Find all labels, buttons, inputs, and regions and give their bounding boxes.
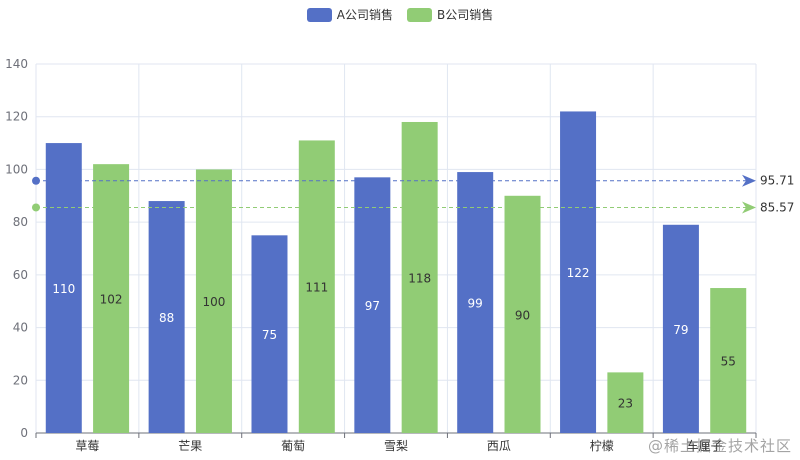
x-tick-label: 西瓜	[487, 439, 511, 453]
bar-value-label: 110	[52, 282, 75, 296]
y-tick-label: 0	[20, 426, 28, 440]
x-tick-label: 芒果	[178, 438, 202, 453]
average-line-label: 85.57	[760, 200, 794, 214]
watermark: @稀土掘金技术社区	[647, 437, 792, 455]
legend-swatch-series-a	[306, 7, 332, 22]
bar-series-b	[298, 140, 335, 433]
average-line-arrow	[742, 201, 756, 214]
legend-label-series-b: B公司销售	[436, 8, 494, 22]
bar-value-label: 118	[408, 271, 431, 285]
y-tick-label: 60	[13, 268, 28, 282]
x-tick-label: 车厘子	[687, 438, 723, 453]
bar-series-a	[560, 111, 597, 433]
bar-series-a	[148, 201, 185, 433]
bar-value-label: 79	[673, 323, 688, 337]
bar-series-a	[662, 224, 699, 433]
legend-item-series-b[interactable]: B公司销售	[406, 6, 494, 23]
average-line-start-dot	[32, 176, 40, 185]
chart-legend: A公司销售 B公司销售	[0, 6, 800, 23]
bar-series-b	[504, 195, 541, 433]
legend-item-series-a[interactable]: A公司销售	[306, 6, 393, 23]
bar-value-label: 102	[100, 293, 123, 307]
bar-series-b	[401, 121, 438, 433]
x-tick-label: 雪梨	[384, 439, 408, 453]
bar-value-label: 100	[202, 295, 225, 309]
average-line-label: 95.71	[760, 174, 794, 188]
bar-series-a	[457, 172, 494, 434]
y-tick-label: 40	[13, 321, 28, 335]
y-tick-label: 120	[5, 110, 28, 124]
average-line-arrow	[742, 174, 756, 187]
y-tick-label: 20	[13, 373, 28, 387]
bar-value-label: 97	[365, 299, 380, 313]
x-tick-label: 葡萄	[281, 439, 305, 453]
bar-series-a	[45, 143, 82, 434]
y-tick-label: 80	[13, 215, 28, 229]
bar-series-b	[195, 169, 232, 433]
x-tick-label: 草莓	[75, 439, 99, 453]
x-tick-label: 柠檬	[590, 438, 614, 453]
bar-value-label: 88	[159, 311, 174, 325]
bar-series-a	[354, 177, 391, 433]
bar-series-b	[710, 288, 747, 433]
average-line-start-dot	[32, 203, 40, 212]
bar-value-label: 90	[515, 308, 530, 322]
bar-value-label: 111	[305, 281, 328, 295]
bar-series-a	[251, 235, 288, 433]
y-tick-label: 140	[5, 57, 28, 71]
bar-series-b	[93, 164, 130, 433]
bar-value-label: 23	[618, 397, 633, 411]
bar-series-b	[607, 372, 644, 433]
legend-label-series-a: A公司销售	[336, 8, 393, 22]
legend-swatch-series-b	[406, 7, 432, 22]
bar-value-label: 122	[567, 266, 590, 280]
bar-value-label: 55	[721, 355, 736, 369]
bar-value-label: 75	[262, 328, 277, 342]
bar-value-label: 99	[468, 297, 483, 311]
y-tick-label: 100	[5, 162, 28, 176]
